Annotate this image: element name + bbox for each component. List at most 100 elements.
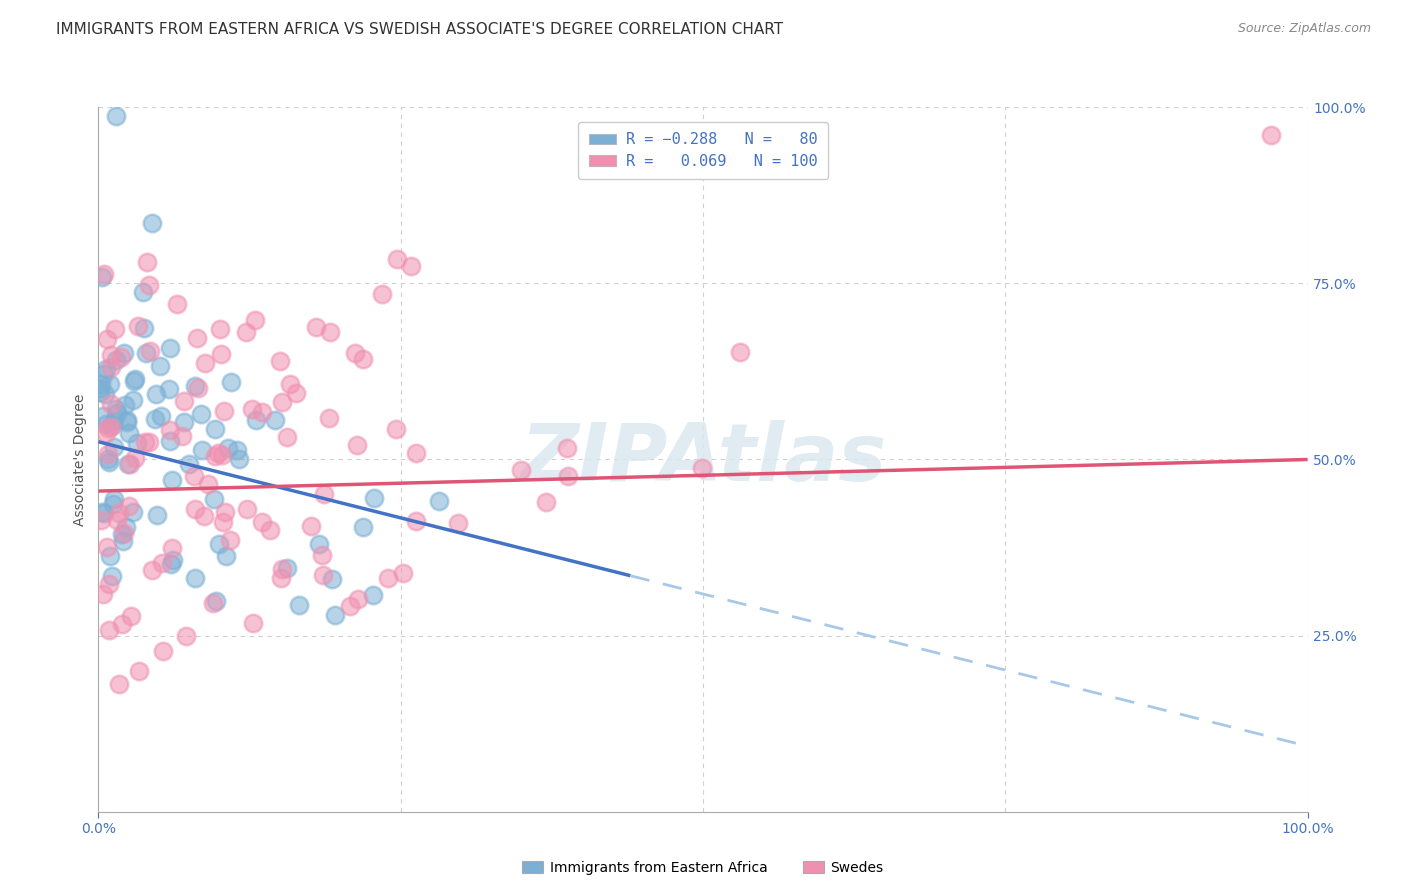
Text: ZIPAtlas: ZIPAtlas — [520, 420, 886, 499]
Point — [114, 520, 136, 534]
Point — [264, 413, 287, 427]
Point — [173, 415, 195, 429]
Point — [159, 557, 181, 571]
Point — [276, 561, 298, 575]
Point — [107, 677, 129, 691]
Point — [405, 446, 427, 460]
Y-axis label: Associate's Degree: Associate's Degree — [73, 393, 87, 525]
Point — [120, 609, 142, 624]
Point — [134, 434, 156, 449]
Point — [319, 326, 342, 340]
Point — [138, 435, 160, 450]
Point — [128, 665, 150, 679]
Point — [311, 548, 333, 562]
Point — [347, 592, 370, 607]
Point — [361, 588, 384, 602]
Point — [149, 409, 172, 423]
Point — [219, 533, 242, 548]
Point — [100, 348, 122, 362]
Point — [201, 596, 224, 610]
Point — [93, 387, 115, 401]
Point — [111, 527, 134, 541]
Point — [690, 461, 713, 475]
Point — [124, 451, 146, 466]
Point — [132, 320, 155, 334]
Point — [243, 313, 266, 327]
Point — [122, 505, 145, 519]
Point — [219, 375, 242, 389]
Point — [162, 553, 184, 567]
Point — [91, 587, 114, 601]
Point — [209, 347, 232, 361]
Point — [284, 385, 307, 400]
Point — [135, 346, 157, 360]
Point — [242, 615, 264, 630]
Point — [160, 473, 183, 487]
Point — [159, 434, 181, 448]
Point — [170, 429, 193, 443]
Point — [98, 377, 121, 392]
Point — [100, 396, 122, 410]
Point — [159, 341, 181, 355]
Point — [184, 502, 207, 516]
Point — [405, 514, 427, 528]
Point — [385, 252, 408, 266]
Point — [166, 297, 188, 311]
Point — [240, 401, 263, 416]
Point — [157, 382, 180, 396]
Point — [97, 447, 120, 461]
Point — [299, 519, 322, 533]
Point — [250, 515, 273, 529]
Point — [271, 562, 294, 576]
Point — [207, 446, 229, 460]
Point — [384, 422, 406, 436]
Point — [94, 426, 117, 441]
Point — [97, 455, 120, 469]
Point — [122, 392, 145, 407]
Point — [104, 109, 127, 123]
Point — [204, 594, 226, 608]
Point — [89, 385, 111, 400]
Point — [115, 413, 138, 427]
Point — [343, 345, 366, 359]
Point — [98, 549, 121, 564]
Point — [259, 523, 281, 537]
Point — [204, 449, 226, 463]
Point — [110, 351, 132, 365]
Point — [120, 458, 142, 472]
Point — [235, 325, 257, 339]
Point — [211, 448, 233, 462]
Point — [321, 572, 343, 586]
Point — [352, 351, 374, 366]
Point — [100, 417, 122, 432]
Point — [557, 469, 579, 483]
Point — [96, 541, 118, 555]
Point — [97, 623, 120, 637]
Point — [141, 216, 163, 230]
Point — [427, 493, 450, 508]
Point — [193, 508, 215, 523]
Point — [152, 643, 174, 657]
Point — [305, 319, 328, 334]
Point — [117, 457, 139, 471]
Point — [93, 506, 115, 520]
Point — [115, 415, 138, 429]
Point — [555, 441, 578, 455]
Point — [104, 353, 127, 368]
Point — [112, 526, 135, 541]
Point — [312, 568, 335, 582]
Point — [217, 442, 239, 456]
Point — [271, 395, 294, 409]
Point — [91, 269, 114, 284]
Point — [124, 374, 146, 388]
Point — [288, 598, 311, 612]
Point — [103, 440, 125, 454]
Point — [536, 495, 558, 509]
Point — [90, 376, 112, 391]
Point — [510, 463, 533, 477]
Point — [215, 549, 238, 563]
Text: IMMIGRANTS FROM EASTERN AFRICA VS SWEDISH ASSOCIATE'S DEGREE CORRELATION CHART: IMMIGRANTS FROM EASTERN AFRICA VS SWEDIS… — [56, 22, 783, 37]
Point — [91, 505, 114, 519]
Point — [112, 533, 135, 548]
Point — [96, 361, 118, 376]
